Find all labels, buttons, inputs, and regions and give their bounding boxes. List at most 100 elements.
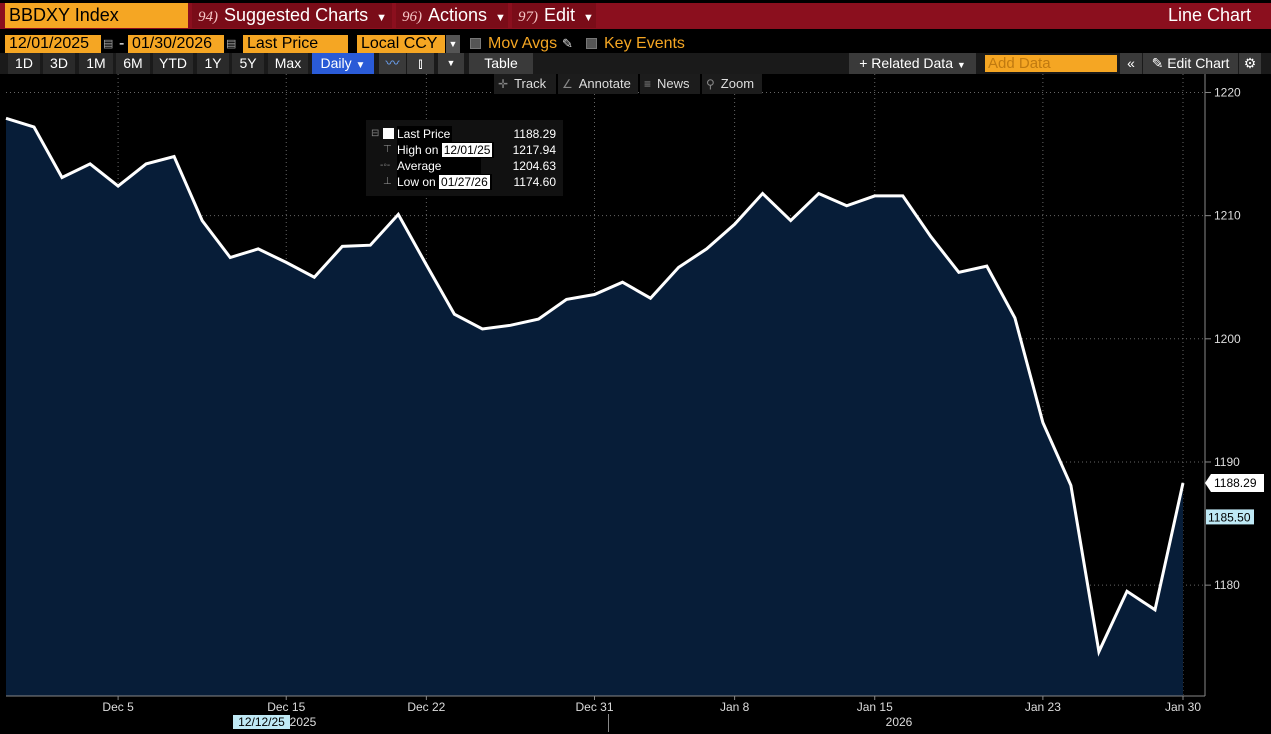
y-tick-label: 1180: [1214, 578, 1240, 592]
legend-label: Low on 01/27/26: [397, 174, 492, 190]
x-tick-label: Jan 15: [857, 700, 893, 714]
average-marker-icon: -◦-: [380, 160, 391, 171]
low-marker-icon: ⊥: [383, 176, 392, 187]
period-3d-button[interactable]: 3D: [43, 53, 75, 74]
date-separator: -: [119, 35, 125, 52]
add-data-input[interactable]: Add Data: [985, 55, 1117, 72]
news-icon: ≡: [644, 77, 652, 91]
crosshair-date-label: 12/12/25: [238, 715, 285, 729]
year-label: 2026: [886, 715, 913, 729]
price-field-select[interactable]: Last Price: [243, 35, 348, 53]
x-tick-label: Jan 23: [1025, 700, 1061, 714]
related-data-label: Related Data: [871, 55, 953, 71]
ticker-field[interactable]: BBDXY Index: [5, 3, 188, 28]
calendar-icon[interactable]: ▤: [103, 38, 114, 50]
annotate-tool[interactable]: ∠ Annotate: [558, 74, 638, 94]
legend-low: ⊥ Low on 01/27/26 1174.60: [366, 174, 563, 190]
x-tick-label: Dec 5: [102, 700, 134, 714]
x-tick-label: Jan 30: [1165, 700, 1201, 714]
caret-down-icon: ▼: [376, 12, 387, 24]
high-marker-icon: ⊤: [383, 144, 392, 155]
period-1d-button[interactable]: 1D: [8, 53, 40, 74]
menu-label: Suggested Charts: [224, 5, 369, 25]
legend-average: -◦- Average 1204.63: [366, 158, 563, 174]
period-toolbar: 1D 3D 1M 6M YTD 1Y 5Y Max Daily ▼ 〰 ⫾ ▼ …: [0, 53, 1271, 74]
mov-avgs-label[interactable]: Mov Avgs: [488, 35, 558, 52]
menu-label: Actions: [428, 5, 488, 25]
caret-down-icon: ▼: [495, 12, 506, 24]
line-chart-icon[interactable]: 〰: [379, 53, 406, 74]
collapse-icon[interactable]: «: [1120, 53, 1142, 74]
legend-value: 1204.63: [512, 159, 556, 173]
y-tick-label: 1210: [1214, 209, 1241, 223]
period-6m-button[interactable]: 6M: [116, 53, 150, 74]
chevron-down-icon[interactable]: ▼: [446, 35, 460, 53]
edit-chart-label: Edit Chart: [1167, 55, 1230, 71]
bar-chart-icon[interactable]: ⫾: [407, 53, 434, 74]
annotate-label: Annotate: [578, 76, 631, 91]
frequency-select[interactable]: Daily ▼: [312, 53, 374, 74]
x-tick-label: Jan 8: [720, 700, 750, 714]
gear-icon[interactable]: ⚙: [1239, 53, 1261, 74]
y-axis: 1180 1190 1200 1210 1220 1188.29 1185.50: [1204, 74, 1264, 696]
key-events-label[interactable]: Key Events: [604, 35, 685, 52]
key-events-checkbox[interactable]: [586, 38, 597, 49]
price-chart[interactable]: Dec 5 Dec 15 Dec 22 Dec 31 Jan 8 Jan 15 Jan 23…: [0, 74, 1271, 734]
y-tick-label: 1200: [1214, 332, 1241, 346]
x-tick-label: Dec 31: [575, 700, 613, 714]
legend-label: Average: [397, 158, 482, 174]
legend-value: 1174.60: [513, 175, 557, 189]
legend-low-label: Low on: [397, 175, 436, 189]
crosshair-date-badge: [233, 715, 290, 729]
x-tick-label: Dec 15: [267, 700, 305, 714]
track-tool[interactable]: ✛ Track: [494, 74, 556, 94]
legend-value: 1188.29: [513, 127, 557, 141]
currency-select[interactable]: Local CCY: [357, 35, 445, 53]
calendar-icon[interactable]: ▤: [226, 38, 237, 50]
legend-last-price[interactable]: ⊟ Last Price 1188.29: [366, 126, 563, 142]
period-5y-button[interactable]: 5Y: [232, 53, 264, 74]
chart-type-title: Line Chart: [1167, 5, 1251, 25]
period-ytd-button[interactable]: YTD: [153, 53, 193, 74]
menu-number: 94): [198, 9, 218, 25]
menu-number: 97): [518, 9, 538, 25]
x-tick-label: Dec 22: [407, 700, 445, 714]
menu-number: 96): [402, 9, 422, 25]
track-label: Track: [514, 76, 547, 91]
pencil-icon[interactable]: ✎: [562, 36, 573, 51]
period-1y-button[interactable]: 1Y: [197, 53, 229, 74]
table-button[interactable]: Table: [469, 53, 533, 74]
price-area: [6, 118, 1183, 697]
collapse-icon[interactable]: ⊟: [371, 128, 380, 139]
edit-menu[interactable]: 97) Edit ▼: [512, 3, 596, 28]
search-icon: ⚲: [706, 77, 715, 91]
menu-label: Edit: [544, 5, 576, 25]
news-tool[interactable]: ≡ News: [640, 74, 700, 94]
caret-down-icon: ▼: [355, 60, 366, 71]
related-data-button[interactable]: + Related Data ▼: [849, 53, 976, 74]
x-axis: Dec 5 Dec 15 Dec 22 Dec 31 Jan 8 Jan 15 Jan 23…: [6, 695, 1205, 732]
start-date-field[interactable]: 12/01/2025: [5, 35, 101, 53]
zoom-label: Zoom: [720, 76, 755, 91]
price-line: [5, 116, 1185, 657]
end-date-field[interactable]: 01/30/2026: [128, 35, 224, 53]
news-label: News: [657, 76, 690, 91]
suggested-charts-menu[interactable]: 94) Suggested Charts ▼: [192, 3, 392, 28]
year-label: 2025: [290, 715, 317, 729]
mov-avgs-checkbox[interactable]: [470, 38, 481, 49]
caret-down-icon: ▼: [956, 60, 966, 70]
series-swatch: [383, 128, 394, 139]
zoom-tool[interactable]: ⚲ Zoom: [702, 74, 762, 94]
edit-chart-button[interactable]: ✎ Edit Chart: [1143, 53, 1238, 74]
period-1m-button[interactable]: 1M: [79, 53, 113, 74]
legend-low-date: 01/27/26: [439, 175, 490, 189]
chevron-down-icon[interactable]: ▼: [438, 53, 464, 74]
legend-high-date: 12/01/25: [441, 143, 493, 157]
legend-high-label: High on: [397, 143, 439, 157]
secondary-price-label: 1185.50: [1208, 510, 1251, 524]
actions-menu[interactable]: 96) Actions ▼: [396, 3, 508, 28]
legend-value: 1217.94: [512, 143, 556, 157]
settings-row: 12/01/2025 ▤ - 01/30/2026 ▤ Last Price L…: [0, 33, 1271, 55]
period-max-button[interactable]: Max: [268, 53, 308, 74]
y-tick-label: 1220: [1214, 85, 1241, 99]
